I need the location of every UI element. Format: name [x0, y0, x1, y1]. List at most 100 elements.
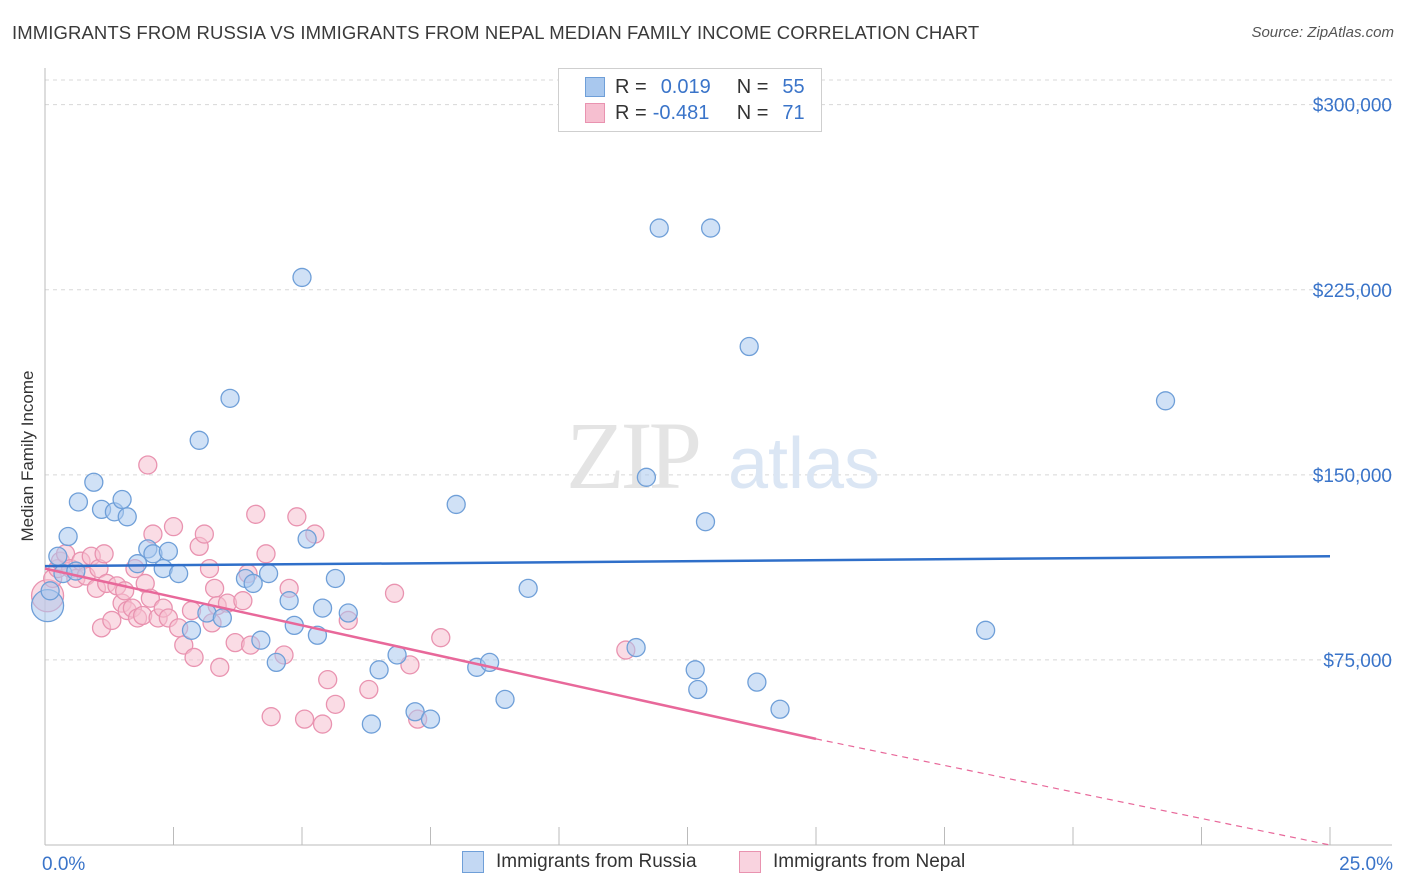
- russia-point-12: [127, 554, 148, 574]
- russia-point-31: [297, 529, 317, 549]
- russia-point-10: [112, 489, 132, 510]
- russia-point-46: [626, 637, 646, 658]
- series-legend: Immigrants from Russia Immigrants from N…: [0, 851, 1406, 877]
- legend-row-russia: R = 0.019 N = 55: [585, 75, 805, 99]
- russia-point-57: [1155, 391, 1176, 411]
- nepal-point-40: [204, 578, 225, 599]
- russia-point-37: [369, 660, 389, 680]
- russia-point-17: [168, 563, 189, 584]
- legend-nepal-n-label: N =: [736, 101, 769, 124]
- russia-point-47: [636, 467, 657, 487]
- legend-nepal-r-label: R =: [615, 101, 647, 124]
- russia-points: [30, 218, 1176, 734]
- axes: [44, 68, 1392, 846]
- russia-point-4: [58, 526, 78, 547]
- chart-title: IMMIGRANTS FROM RUSSIA VS IMMIGRANTS FRO…: [12, 22, 980, 43]
- russia-point-56: [975, 620, 996, 640]
- source-credit: Source: ZipAtlas.com: [1251, 24, 1394, 41]
- stats-legend: R = 0.019 N = 55 R = -0.481 N = 71: [558, 68, 822, 132]
- russia-point-6: [68, 492, 89, 512]
- russia-point-33: [312, 598, 333, 618]
- russia-point-11: [117, 507, 137, 527]
- nepal-point-53: [287, 507, 307, 527]
- legend-russia-n-label: N =: [736, 75, 769, 98]
- y-tick-label-0: $75,000: [1323, 651, 1392, 672]
- russia-point-35: [338, 603, 358, 623]
- russia-trend-line: [44, 555, 1331, 568]
- russia-point-28: [279, 591, 299, 611]
- russia-point-44: [495, 689, 515, 710]
- legend-row-nepal: R = -0.481 N = 71: [585, 101, 805, 125]
- nepal-point-33: [174, 635, 194, 655]
- nepal-point-56: [312, 714, 333, 734]
- nepal-legend-swatch: [739, 851, 761, 873]
- nepal-point-48: [246, 504, 266, 524]
- russia-point-30: [292, 267, 312, 288]
- nepal-point-61: [384, 583, 405, 603]
- russia-point-1: [40, 581, 60, 601]
- nepal-point-31: [163, 517, 184, 537]
- nepal-point-35: [184, 647, 204, 668]
- russia-point-7: [84, 472, 104, 492]
- x-tick-label-start: 0.0%: [42, 854, 85, 875]
- watermark-atlas: atlas: [728, 424, 880, 504]
- russia-point-51: [695, 512, 716, 532]
- russia-legend-swatch: [462, 851, 484, 873]
- legend-label-russia: Immigrants from Russia: [496, 851, 697, 872]
- trend-lines: [44, 555, 1331, 846]
- watermark: ZIP atlas: [566, 402, 880, 509]
- legend-nepal-r-value: -0.481: [652, 101, 710, 124]
- russia-point-52: [700, 218, 721, 238]
- russia-point-21: [212, 608, 232, 628]
- russia-point-53: [739, 336, 759, 357]
- russia-point-36: [361, 714, 382, 734]
- nepal-point-58: [325, 694, 346, 714]
- nepal-point-54: [294, 709, 315, 729]
- russia-point-16: [158, 541, 179, 561]
- russia-point-41: [446, 494, 466, 515]
- russia-point-48: [649, 218, 669, 238]
- nepal-point-49: [256, 544, 276, 564]
- russia-point-19: [189, 430, 209, 450]
- russia-point-27: [266, 652, 286, 673]
- russia-point-18: [181, 620, 202, 640]
- russia-swatch: [585, 77, 605, 97]
- nepal-point-57: [318, 670, 338, 690]
- watermark-zip: ZIP: [566, 402, 699, 509]
- russia-point-45: [518, 578, 538, 599]
- tick-labels: $75,000 $150,000 $225,000 $300,000 0.0% 25.0%: [42, 96, 1393, 875]
- nepal-point-38: [199, 558, 220, 579]
- russia-point-54: [747, 672, 767, 692]
- russia-point-40: [420, 709, 441, 729]
- nepal-point-64: [431, 628, 451, 648]
- russia-point-55: [770, 699, 790, 719]
- nepal-point-13: [94, 544, 114, 564]
- y-tick-label-2: $225,000: [1313, 281, 1392, 302]
- nepal-point-60: [359, 679, 379, 700]
- russia-point-24: [243, 573, 263, 594]
- y-tick-label-3: $300,000: [1313, 96, 1392, 117]
- y-tick-label-1: $150,000: [1313, 466, 1392, 487]
- legend-russia-r-label: R =: [615, 75, 647, 98]
- nepal-point-25: [138, 455, 158, 475]
- russia-point-25: [251, 630, 271, 650]
- nepal-point-37: [194, 524, 214, 544]
- nepal-point-42: [210, 657, 230, 677]
- russia-point-50: [688, 679, 708, 700]
- legend-russia-r-value: 0.019: [660, 75, 711, 98]
- russia-point-39: [405, 702, 425, 722]
- russia-point-34: [325, 568, 346, 589]
- russia-point-22: [220, 388, 240, 408]
- nepal-point-62: [400, 655, 420, 675]
- nepal-point-45: [233, 591, 253, 611]
- legend-russia-n-value: 55: [782, 75, 805, 98]
- russia-point-49: [685, 660, 705, 680]
- nepal-point-15: [102, 610, 122, 631]
- legend-nepal-n-value: 71: [782, 101, 805, 124]
- legend-item-nepal[interactable]: Immigrants from Nepal: [739, 851, 965, 873]
- legend-label-nepal: Immigrants from Nepal: [773, 851, 966, 872]
- legend-item-russia[interactable]: Immigrants from Russia: [462, 851, 697, 873]
- x-tick-label-end: 25.0%: [1339, 854, 1393, 875]
- nepal-trend-line: [44, 567, 817, 741]
